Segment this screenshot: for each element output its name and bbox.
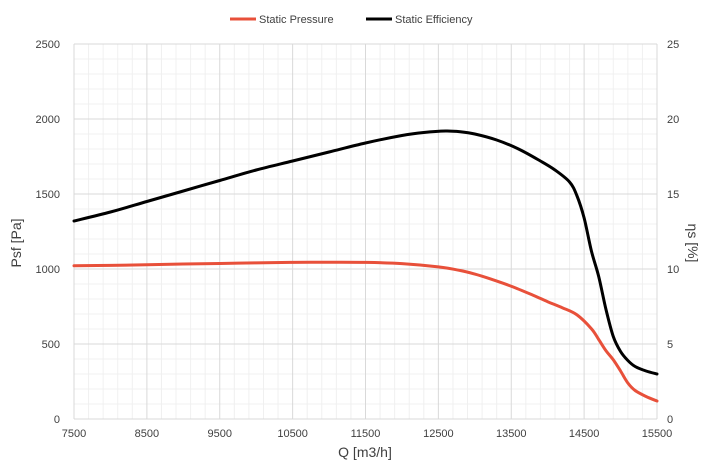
y-right-tick-label: 20 bbox=[667, 114, 679, 126]
x-tick-label: 11500 bbox=[351, 428, 381, 440]
legend-label-static-efficiency: Static Efficiency bbox=[395, 14, 473, 26]
x-tick-label: 9500 bbox=[208, 428, 232, 440]
y-axis-right-ticks: 0 5 10 15 20 25 bbox=[667, 39, 679, 426]
y-left-tick-label: 0 bbox=[54, 414, 60, 426]
x-tick-label: 15500 bbox=[642, 428, 673, 440]
x-tick-label: 10500 bbox=[277, 428, 308, 440]
series-line-static-pressure bbox=[72, 260, 659, 403]
y-right-tick-label: 0 bbox=[667, 414, 673, 426]
y-right-tick-label: 15 bbox=[667, 189, 679, 201]
x-tick-label: 14500 bbox=[569, 428, 600, 440]
x-tick-label: 12500 bbox=[423, 428, 454, 440]
y-left-tick-label: 2500 bbox=[36, 39, 60, 51]
x-tick-label: 13500 bbox=[496, 428, 527, 440]
x-axis-ticks: 7500 8500 9500 10500 11500 12500 13500 14500 155… bbox=[62, 428, 673, 440]
y-left-tick-label: 2000 bbox=[36, 114, 60, 126]
series-layer bbox=[72, 129, 659, 403]
legend-label-static-pressure: Static Pressure bbox=[259, 14, 334, 26]
y-axis-right-title: ηs [%] bbox=[685, 224, 701, 263]
y-left-tick-label: 500 bbox=[42, 339, 60, 351]
y-right-tick-label: 25 bbox=[667, 39, 679, 51]
y-axis-left-ticks: 0 500 1000 1500 2000 2500 bbox=[36, 39, 60, 426]
y-left-tick-label: 1500 bbox=[36, 189, 60, 201]
legend: Static Pressure Static Efficiency bbox=[230, 14, 473, 26]
y-right-tick-label: 10 bbox=[667, 264, 679, 276]
y-right-tick-label: 5 bbox=[667, 339, 673, 351]
x-tick-label: 8500 bbox=[135, 428, 159, 440]
series-line-static-efficiency bbox=[72, 129, 659, 376]
x-axis-title: Q [m3/h] bbox=[338, 444, 392, 460]
x-tick-label: 7500 bbox=[62, 428, 86, 440]
y-axis-left-title: Psf [Pa] bbox=[8, 218, 24, 267]
y-left-tick-label: 1000 bbox=[36, 264, 60, 276]
